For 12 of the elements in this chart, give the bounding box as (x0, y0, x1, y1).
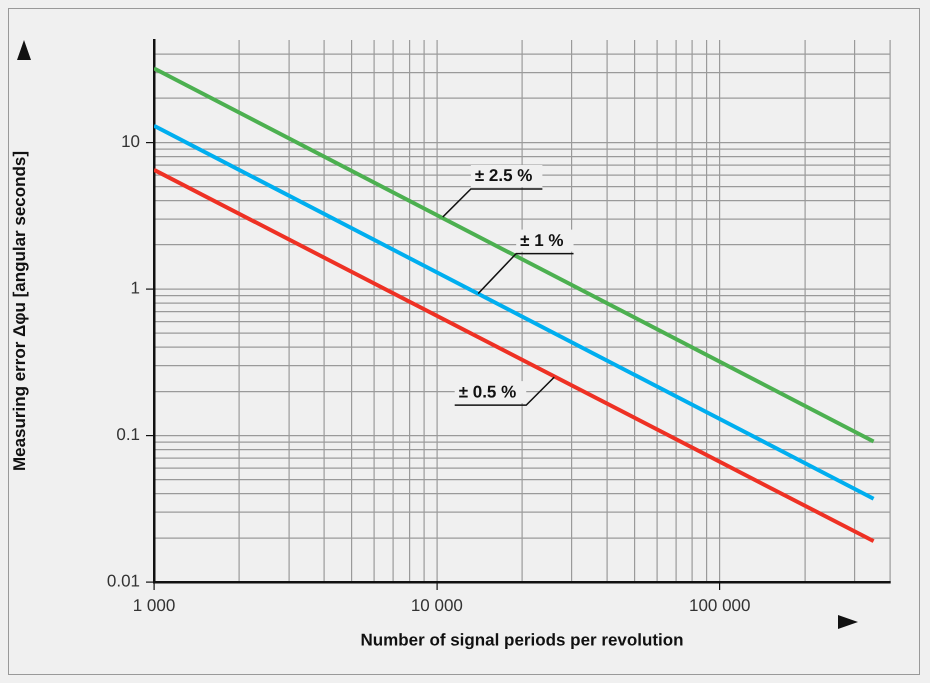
annotation: ± 1 % (520, 230, 564, 250)
annotation: ± 2.5 % (474, 166, 532, 186)
y-axis-title: Measuring error Δφu [angular seconds] (10, 150, 29, 472)
annotation: ± 0.5 % (458, 382, 516, 402)
y-tick-label: 0.01 (106, 572, 140, 591)
x-tick-label: 100 000 (688, 596, 750, 615)
x-axis-title: Number of signal periods per revolution (360, 630, 684, 650)
y-tick-label: 10 (121, 132, 140, 152)
y-tick-label: 0.1 (116, 425, 140, 444)
x-tick-label: 10 000 (410, 596, 463, 615)
y-tick-label: 1 (130, 278, 140, 298)
x-tick-label: 1 000 (132, 596, 176, 615)
